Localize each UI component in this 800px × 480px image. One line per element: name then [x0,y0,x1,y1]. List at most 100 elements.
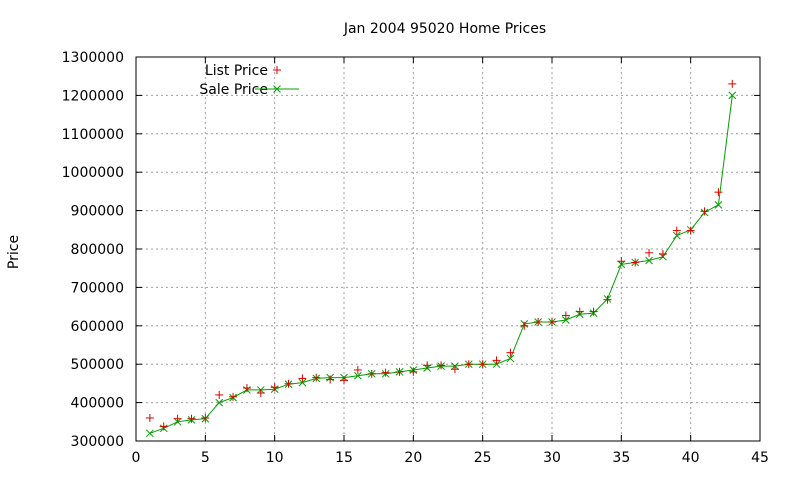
x-tick-label: 25 [474,450,492,466]
cross-b [728,91,737,100]
y-tick-label: 1000000 [62,165,124,181]
list-price-point [464,360,473,369]
cross-b [562,316,570,324]
sale-price-point [728,91,737,100]
list-price-point [645,248,654,257]
list-price-point [617,257,626,266]
y-tick-labels: 300000 400000 500000 600000 700000 800000 9000… [62,50,124,450]
list-price-point [714,188,723,197]
series-layer [145,79,737,438]
legend: List Price Sale Price [199,63,299,98]
list-price-point [409,367,418,376]
list-price-point [672,226,681,235]
y-tick-label: 700000 [71,280,124,296]
cross-b [146,429,154,438]
x-tick-label: 0 [132,450,141,466]
x-tick-labels: 0 5 10 15 20 25 30 35 40 45 [132,450,769,466]
list-price-point [423,361,432,370]
x-tick-label: 5 [201,450,210,466]
list-price-point [603,295,612,304]
x-tick-label: 15 [335,450,353,466]
legend-sample-list-price [273,66,281,74]
sale-price-point [298,378,307,387]
cross-b [714,200,723,209]
x-tick-label: 10 [266,450,284,466]
list-price-point [575,307,584,316]
cross-b [645,256,653,265]
list-price-point [159,422,168,431]
list-price-point [229,392,238,401]
list-price-point [437,361,446,370]
list-price-point [256,389,265,397]
list-price-point [395,367,404,376]
list-price-point [548,317,556,326]
list-price-point [658,249,667,258]
axis-ticks [135,56,761,442]
sale-price-point [714,200,723,209]
y-tick-label: 1200000 [62,88,124,104]
legend-label-sale-price: Sale Price [199,82,268,98]
list-price-point [478,360,487,369]
sale-price-point [354,371,362,380]
y-axis-label: Price [6,235,22,269]
legend-label-list-price: List Price [205,63,268,79]
cross-b [672,231,681,240]
list-price-point [215,390,224,399]
series-list-price [145,79,737,431]
list-price-point [561,311,570,320]
x-tick-label: 40 [682,450,700,466]
cross-b [215,398,224,407]
list-price-point [173,414,182,423]
y-tick-label: 900000 [71,204,124,220]
list-price-point [201,413,210,422]
list-price-point [353,365,362,374]
x-tick-label: 20 [404,450,422,466]
list-price-point [728,79,737,88]
list-price-point [631,258,640,267]
x-tick-label: 30 [543,450,561,466]
sale-price-point [146,429,154,438]
cross-b [354,371,362,380]
sale-price-point [215,398,224,407]
cross-b [506,354,515,363]
y-tick-label: 400000 [71,396,124,412]
y-tick-label: 800000 [71,242,124,258]
y-tick-label: 500000 [71,357,124,373]
y-tick-label: 1300000 [62,50,124,66]
y-tick-label: 300000 [71,434,124,450]
list-price-point [187,414,196,423]
cross-b [273,85,281,93]
list-price-point [298,374,307,383]
legend-sample-sale-price [273,85,281,93]
chart-title: Jan 2004 95020 Home Prices [343,21,546,37]
sale-price-point [645,256,653,265]
list-price-point [270,383,279,392]
cross-b [298,378,307,387]
grid-lines [136,57,760,441]
list-price-point [242,384,251,393]
sale-price-point [506,354,515,363]
list-price-point [381,368,390,377]
list-price-point [506,348,515,357]
list-price-point [284,379,293,388]
sale-price-point [562,316,570,324]
list-price-point [589,307,598,316]
list-price-point [450,365,459,374]
list-price-point [534,317,543,326]
x-tick-label: 35 [612,450,630,466]
list-price-point [340,376,348,385]
x-tick-label: 45 [751,450,769,466]
list-price-point [145,413,154,422]
list-price-point [700,207,709,216]
y-tick-label: 1100000 [62,127,124,143]
list-price-point [492,356,501,365]
list-price-point [326,375,335,384]
list-price-point [686,226,695,235]
list-price-point [312,373,321,382]
y-tick-label: 600000 [71,319,124,335]
list-price-point [367,369,376,378]
sale-price-point [672,231,681,240]
list-price-point [520,321,529,330]
